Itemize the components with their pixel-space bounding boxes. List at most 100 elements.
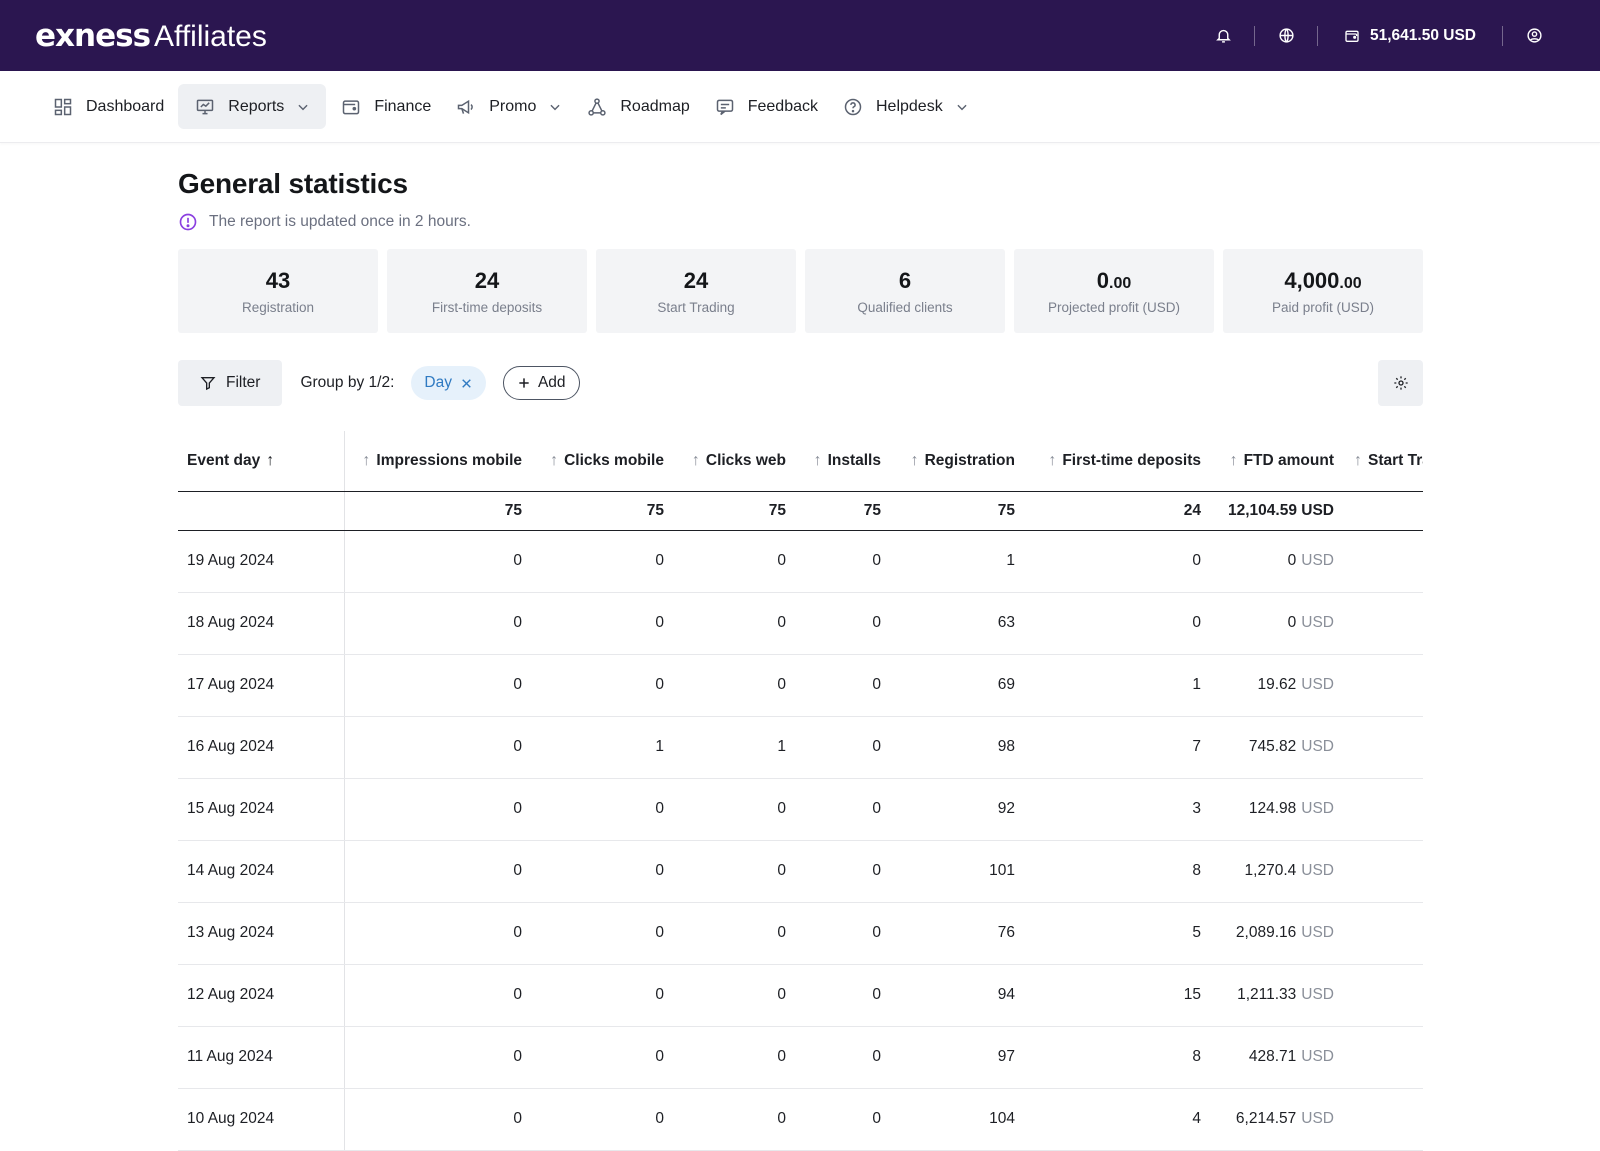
cell-impressions: 0 [344,716,534,779]
cell-start-trading [1346,592,1423,655]
stat-value: 0.00 [1096,267,1132,293]
cell-ftd: 4 [1027,1088,1213,1151]
total-cell: 75 [893,491,1027,531]
cell-registration: 94 [893,964,1027,1027]
cell-ftd-amount: 745.82 USD [1213,716,1346,779]
cell-ftd: 0 [1027,530,1213,593]
stat-label: First-time deposits [431,299,543,315]
filter-icon [200,375,216,391]
feedback-icon [714,96,736,118]
cell-event-day: 10 Aug 2024 [178,1088,345,1151]
cell-start-trading [1346,902,1423,965]
column-header-installs[interactable]: ↑ Installs [798,431,893,492]
cell-installs: 0 [798,530,893,593]
cell-clicks-web: 0 [676,902,798,965]
nav-label: Helpdesk [876,97,943,115]
nav-label: Roadmap [620,97,690,115]
table-header-row: Event day ↑ ↑ Impressions mobile ↑ Clicks m… [178,431,1423,492]
table-row[interactable]: 12 Aug 2024 0 0 0 0 94 15 1,211.33 USD [178,964,1423,1027]
logo-product: Affiliates [154,19,267,53]
column-header-start-trading[interactable]: ↑Start Trading [1346,431,1423,492]
column-header-impressions-mobile[interactable]: ↑ Impressions mobile [344,431,534,492]
sort-up-icon: ↑ [266,451,275,469]
table-row[interactable]: 15 Aug 2024 0 0 0 0 92 3 124.98 USD [178,778,1423,841]
logo-brand: exness [35,17,151,54]
table-row[interactable]: 17 Aug 2024 0 0 0 0 69 1 19.62 USD [178,654,1423,717]
table-row[interactable]: 16 Aug 2024 0 1 1 0 98 7 745.82 USD [178,716,1423,779]
table-row[interactable]: 19 Aug 2024 0 0 0 0 1 0 0 USD [178,530,1423,593]
total-cell: 75 [798,491,893,531]
sort-up-icon: ↑ [362,451,371,469]
cell-event-day: 17 Aug 2024 [178,654,345,717]
user-icon[interactable] [1503,0,1565,71]
currency-unit: USD [1301,738,1334,755]
nav-promo[interactable]: Promo [445,84,572,129]
column-header-event-day[interactable]: Event day ↑ [178,431,345,492]
cell-ftd: 8 [1027,1026,1213,1089]
cell-impressions: 0 [344,964,534,1027]
table-settings-button[interactable] [1378,360,1423,406]
divider [1254,25,1255,46]
amount-value: 6,214.57 [1235,1110,1297,1127]
table-row[interactable]: 10 Aug 2024 0 0 0 0 104 4 6,214.57 USD [178,1088,1423,1151]
amount-value: 745.82 [1248,738,1297,755]
close-icon[interactable] [460,377,473,390]
cell-event-day: 12 Aug 2024 [178,964,345,1027]
cell-clicks-mobile: 0 [534,964,676,1027]
table-row[interactable]: 11 Aug 2024 0 0 0 0 97 8 428.71 USD [178,1026,1423,1089]
column-header-registration[interactable]: ↑ Registration [893,431,1027,492]
nav-reports[interactable]: Reports [178,84,327,129]
column-header-first-time-deposits[interactable]: ↑ First-time deposits [1027,431,1213,492]
amount-value: 428.71 [1248,1048,1297,1065]
cell-impressions: 0 [344,654,534,717]
bell-icon[interactable] [1192,0,1254,71]
top-bar: exness Affiliates 51,641.50 USD [0,0,1600,71]
cell-clicks-mobile: 0 [534,592,676,655]
column-header-ftd-amount[interactable]: ↑ FTD amount [1213,431,1346,492]
cell-ftd-amount: 1,270.4 USD [1213,840,1346,903]
cell-start-trading [1346,654,1423,717]
nav-helpdesk[interactable]: Helpdesk [832,84,979,129]
filter-button[interactable]: Filter [178,360,283,406]
top-actions: 51,641.50 USD [1192,0,1565,71]
nav-finance[interactable]: Finance [330,84,441,129]
sort-up-icon: ↑ [1048,451,1057,469]
cell-registration: 1 [893,530,1027,593]
table-row[interactable]: 14 Aug 2024 0 0 0 0 101 8 1,270.4 USD [178,840,1423,903]
stat-card-projected-profit: 0.00 Projected profit (USD) [1014,249,1214,333]
stat-value: 6 [898,267,912,293]
cell-ftd: 3 [1027,778,1213,841]
cell-clicks-web: 1 [676,716,798,779]
plus-icon [517,376,531,390]
cell-clicks-mobile: 1 [534,716,676,779]
cell-clicks-mobile: 0 [534,1026,676,1089]
stat-card-first-time-deposits: 24 First-time deposits [387,249,587,333]
cell-ftd: 1 [1027,654,1213,717]
column-header-clicks-web[interactable]: ↑ Clicks web [676,431,798,492]
logo[interactable]: exness Affiliates [35,18,267,54]
nav-feedback[interactable]: Feedback [704,84,828,129]
nav-roadmap[interactable]: Roadmap [576,84,699,129]
dashboard-icon [52,96,74,118]
cell-impressions: 0 [344,778,534,841]
stat-label: Start Trading [657,299,735,315]
add-group-button[interactable]: Add [502,366,580,400]
amount-value: 1,270.4 [1244,862,1297,879]
currency-unit: USD [1301,986,1334,1003]
column-header-clicks-mobile[interactable]: ↑ Clicks mobile [534,431,676,492]
group-chip-day[interactable]: Day [411,366,486,400]
nav-dashboard[interactable]: Dashboard [42,84,174,129]
cell-event-day: 18 Aug 2024 [178,592,345,655]
table-row[interactable]: 13 Aug 2024 0 0 0 0 76 5 2,089.16 USD [178,902,1423,965]
table-row[interactable]: 18 Aug 2024 0 0 0 0 63 0 0 USD [178,592,1423,655]
cell-start-trading [1346,778,1423,841]
stats-table: Event day ↑ ↑ Impressions mobile ↑ Clicks m… [178,431,1423,1151]
sort-up-icon: ↑ [1354,451,1362,469]
globe-icon[interactable] [1255,0,1317,71]
cell-clicks-web: 0 [676,1088,798,1151]
balance-button[interactable]: 51,641.50 USD [1318,27,1502,45]
cell-impressions: 0 [344,840,534,903]
cell-registration: 97 [893,1026,1027,1089]
amount-value: 2,089.16 [1235,924,1297,941]
currency-unit: USD [1301,1048,1334,1065]
